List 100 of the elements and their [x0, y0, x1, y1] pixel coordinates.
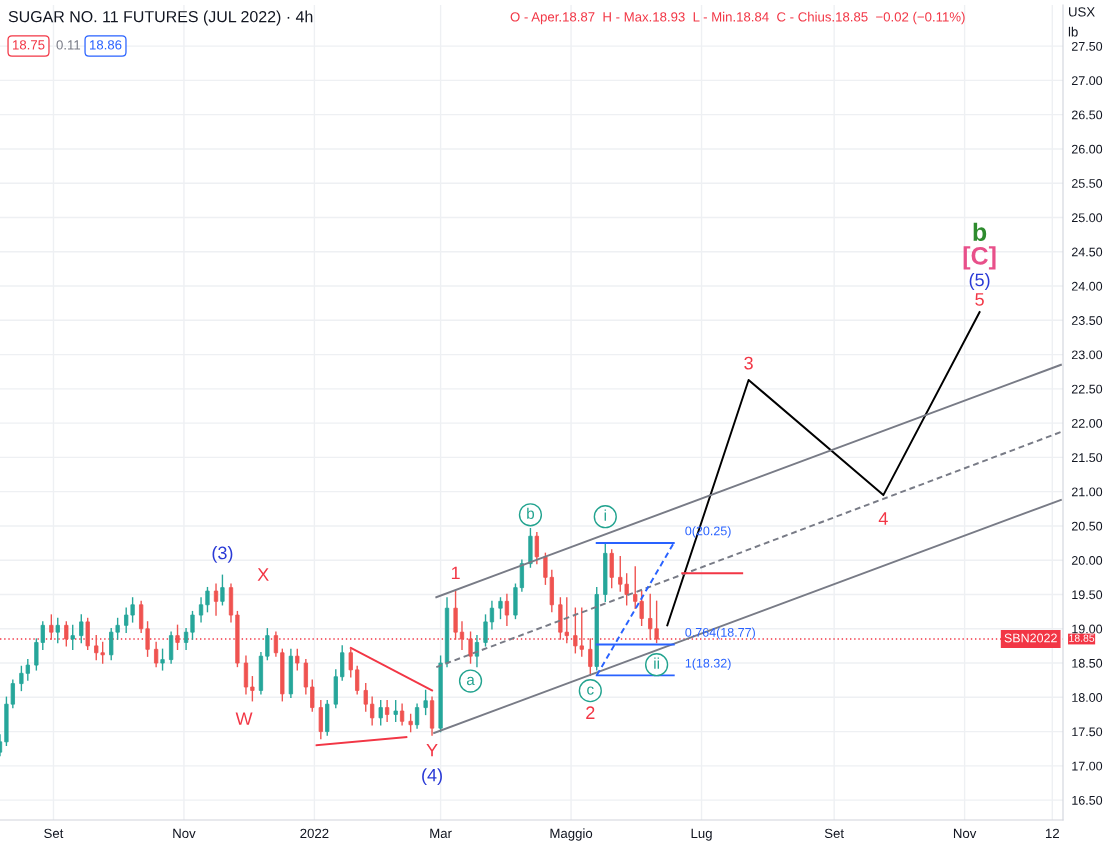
candlestick	[504, 593, 510, 627]
candlestick	[49, 614, 54, 640]
y-tick-label: 25.00	[1071, 213, 1103, 223]
x-tick-label: 12	[1045, 828, 1059, 838]
candlestick	[318, 700, 323, 740]
y-tick-label: 20.00	[1071, 556, 1103, 565]
candlestick	[414, 703, 420, 729]
candlestick	[459, 621, 465, 651]
y-tick-label: 16.50	[1072, 795, 1103, 805]
candlestick	[295, 648, 300, 671]
y-tick-label: 24.50	[1071, 247, 1103, 257]
candlestick	[370, 696, 375, 726]
annotation: b	[527, 507, 535, 519]
candlestick	[220, 574, 225, 606]
chart-subtitle: O - Aper.18.87 H - Max.18.93 L - Min.18.84 C - Chius.18.85 −0.02 (−0.11%)	[510, 11, 965, 25]
candlestick	[175, 624, 180, 651]
x-tick-label: Maggio	[550, 828, 593, 841]
text: USX	[1069, 7, 1095, 17]
candlestick	[213, 583, 219, 616]
candlestick	[198, 597, 204, 623]
candlestick	[250, 676, 255, 702]
candlestick	[183, 628, 189, 651]
candlestick	[363, 682, 368, 712]
candlestick	[64, 621, 69, 647]
candlestick	[355, 665, 360, 695]
ref-line-label: SBN2022	[1004, 633, 1057, 643]
y-tick-label: 26.50	[1071, 110, 1103, 120]
candlestick	[534, 532, 539, 565]
y-tick-label: 18.00	[1072, 693, 1103, 702]
y-tick-label: 17.00	[1072, 761, 1103, 771]
candlestick	[85, 617, 90, 651]
candlestick	[310, 679, 315, 712]
annotation: b	[973, 222, 987, 242]
candlestick	[160, 648, 165, 671]
candlestick	[378, 700, 383, 726]
candlestick	[453, 590, 458, 640]
annotation: 18.75	[13, 40, 45, 50]
y-tick-label: 22.00	[1071, 418, 1103, 428]
y-tick-label: 27.00	[1071, 76, 1103, 86]
annotation: 2	[586, 706, 595, 719]
annotation: 0.11	[56, 40, 81, 50]
candlestick	[393, 700, 398, 722]
annotation: 5	[975, 293, 984, 306]
annotation: a	[466, 676, 475, 686]
x-tick-label: 2022	[300, 828, 329, 839]
candlestick	[205, 586, 210, 613]
candlestick	[483, 614, 488, 647]
candlestick	[340, 645, 345, 681]
line-series	[666, 311, 981, 627]
candlestick	[423, 689, 428, 716]
candlestick	[588, 638, 593, 677]
annotation: 4	[878, 512, 888, 525]
y-tick-label: 27.50	[1071, 41, 1103, 51]
candlestick	[489, 600, 495, 630]
annotation: 3	[744, 356, 753, 370]
candlestick	[468, 631, 473, 664]
y-tick-label: 21.50	[1071, 453, 1103, 463]
candlestick	[154, 641, 159, 668]
candlestick	[399, 703, 405, 726]
annotation: 18.86	[90, 40, 122, 50]
y-tick-label: 25.50	[1071, 179, 1103, 188]
annotation: c	[587, 686, 594, 695]
candlestick	[70, 624, 75, 651]
text: lb	[1068, 26, 1078, 37]
annotation: (3)	[212, 546, 233, 563]
annotation: i	[604, 509, 606, 521]
y-tick-label: 19.50	[1072, 590, 1103, 600]
y-tick-label: 26.00	[1071, 144, 1103, 154]
candlestick	[609, 549, 614, 589]
annotation: (5)	[969, 273, 990, 290]
candlestick	[273, 631, 279, 657]
annotation: 1	[451, 566, 460, 580]
candlestick	[243, 655, 249, 695]
y-tick-label: 17.50	[1072, 727, 1103, 737]
x-tick-label: Lug	[691, 828, 712, 841]
annotation: W	[235, 712, 253, 725]
x-tick-label: Mar	[430, 828, 452, 839]
candlestick	[168, 631, 174, 664]
y-tick-label: 21.00	[1071, 487, 1103, 497]
y-tick-label: 19.00	[1072, 624, 1103, 634]
y-tick-label: 18.50	[1072, 658, 1103, 668]
x-tick-label: Nov	[173, 828, 196, 839]
annotation: 1(18.32)	[685, 658, 731, 671]
candlestick	[55, 617, 60, 644]
candlestick	[498, 597, 503, 620]
annotation: X	[257, 568, 269, 581]
x-tick-label: Set	[824, 828, 844, 839]
candlestick	[79, 614, 84, 644]
candlestick	[303, 658, 308, 695]
y-tick-label: 20.50	[1071, 521, 1103, 531]
candlestick	[265, 628, 270, 661]
text: 18.85	[1069, 634, 1095, 642]
x-tick-label: Nov	[953, 828, 977, 839]
y-tick-label: 23.50	[1071, 316, 1103, 325]
annotation: [C]	[963, 246, 996, 270]
candlestick	[190, 610, 195, 640]
annotation: (4)	[422, 768, 442, 786]
y-tick-label: 22.50	[1071, 384, 1103, 394]
candlestick	[348, 648, 353, 678]
annotation: ii	[654, 657, 659, 669]
